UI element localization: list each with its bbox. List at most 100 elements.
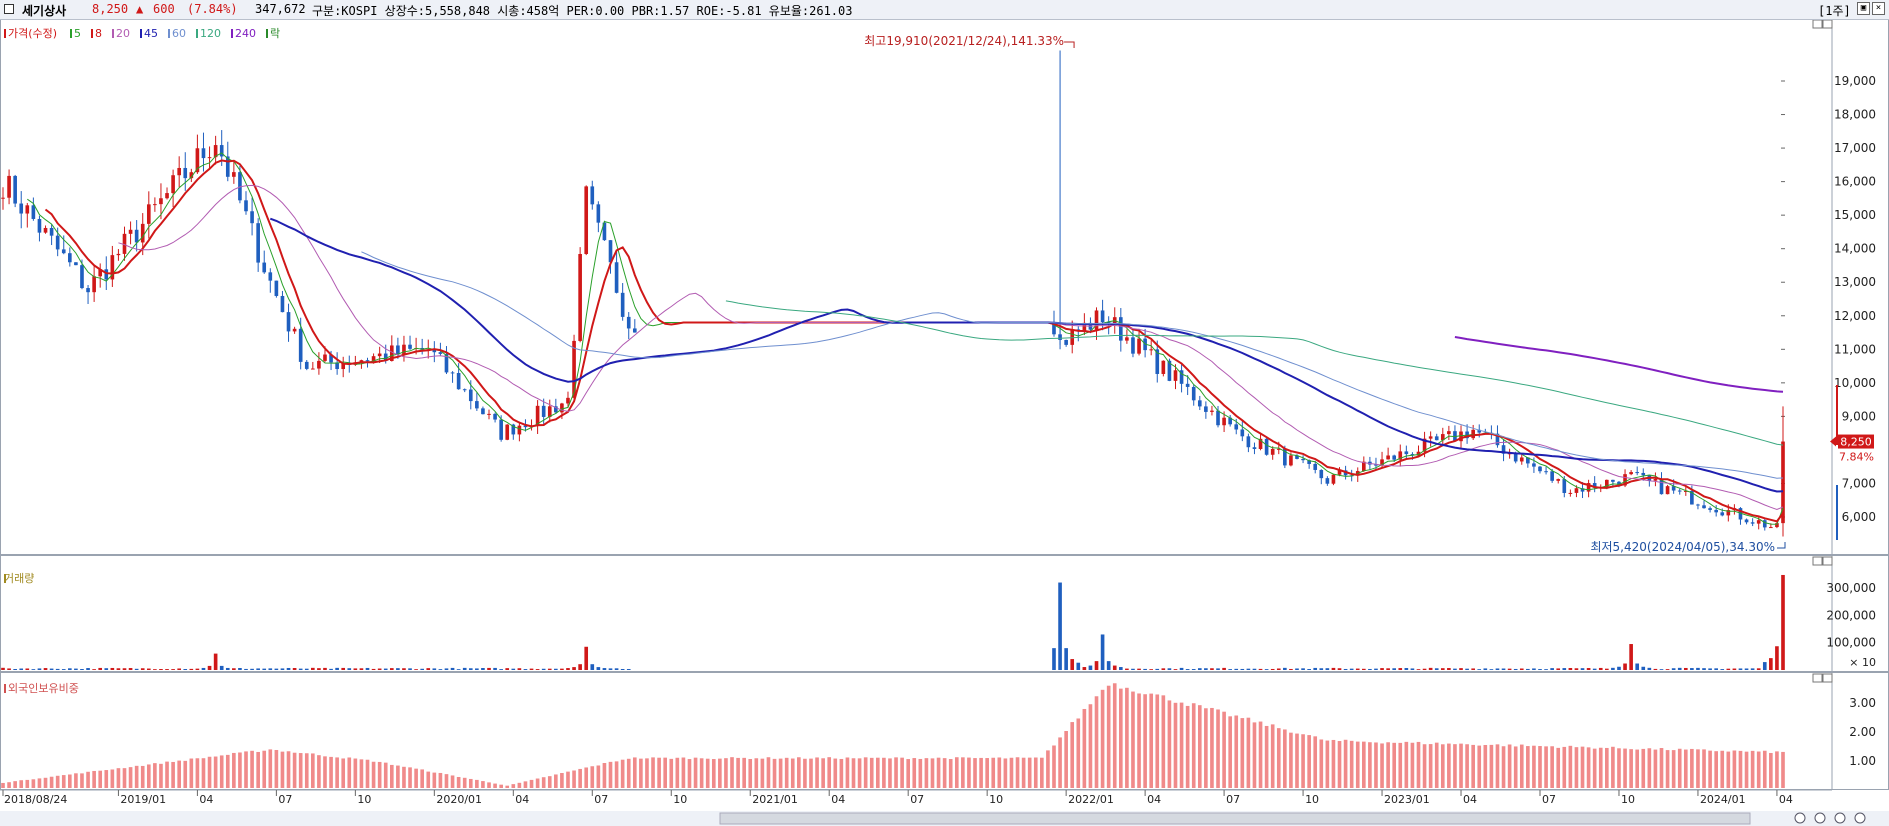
candle-body <box>323 354 327 361</box>
candle-body <box>219 145 224 157</box>
foreign-bar <box>772 758 777 788</box>
volume-bar <box>110 667 115 670</box>
volume-bar <box>183 669 188 670</box>
candle-body <box>505 424 510 440</box>
price-tick-label-6: 13,000 <box>1834 275 1876 289</box>
candle-body <box>1617 481 1621 486</box>
candle-body <box>487 413 491 415</box>
foreign-bar <box>997 757 1002 788</box>
foreign-bar <box>760 758 765 788</box>
volume-bar <box>1416 669 1421 670</box>
period-button[interactable]: [1주] <box>1818 4 1851 18</box>
foreign-bar <box>353 758 358 788</box>
foreign-bar <box>438 772 443 788</box>
candle-body <box>183 167 188 179</box>
foreign-bar <box>1471 744 1475 788</box>
foreign-bar <box>140 765 145 788</box>
foreign-bar <box>341 758 346 788</box>
candle-body <box>560 403 564 413</box>
volume-bar <box>517 668 522 670</box>
foreign-bar <box>1009 757 1014 788</box>
legend-item-0: 가격(수정) <box>8 27 57 40</box>
candle-body <box>74 262 78 266</box>
foreign-bar <box>596 765 601 788</box>
volume-bar <box>1392 668 1397 670</box>
candle-body <box>1629 472 1633 475</box>
foreign-bar <box>359 759 364 788</box>
foreign-bar <box>797 757 801 788</box>
volume-value: 347,672 <box>255 2 306 16</box>
volume-bar <box>1471 668 1475 670</box>
foreign-bar <box>1690 748 1694 788</box>
x-tick-label-6: 04 <box>515 793 529 806</box>
foreign-bar <box>1775 751 1779 788</box>
candle-body <box>1653 479 1658 481</box>
foreign-bar <box>481 781 485 788</box>
foreign-bar <box>1386 742 1390 788</box>
change-arrow-icon: ▲ <box>136 2 144 16</box>
price-tick-label-11: 7,000 <box>1842 476 1876 490</box>
candle-body <box>256 223 260 263</box>
volume-bar <box>1283 667 1287 670</box>
foreign-bar <box>389 764 394 788</box>
candle-body <box>238 172 242 201</box>
foreign-bar <box>1714 751 1718 788</box>
foreign-bar <box>626 758 631 788</box>
foreign-bar <box>383 762 388 788</box>
foreign-bar <box>1258 721 1263 788</box>
volume-bar <box>1362 668 1366 670</box>
foreign-bar <box>790 758 795 788</box>
volume-bar <box>608 668 613 670</box>
candle-body <box>1216 410 1220 426</box>
ma-240-line <box>1454 336 1784 393</box>
candle-body <box>304 361 309 369</box>
foreign-bar <box>718 758 722 788</box>
foreign-bar <box>1173 702 1178 788</box>
foreign-bar <box>146 764 151 788</box>
volume-bar <box>383 668 388 670</box>
select-checkbox[interactable] <box>4 4 14 14</box>
volume-bar <box>195 668 200 670</box>
foreign-bar <box>681 757 686 788</box>
foreign-bar <box>1647 748 1652 788</box>
foreign-bar <box>1453 744 1457 788</box>
volume-bar <box>1447 668 1451 670</box>
candle-body <box>517 425 522 435</box>
restore-icon[interactable]: ▣ <box>1857 2 1870 15</box>
high-annotation-arrow <box>1064 41 1075 48</box>
volume-bar <box>414 669 418 670</box>
foreign-bar <box>1161 695 1166 788</box>
volume-bar <box>219 665 224 670</box>
close-icon[interactable]: × <box>1872 2 1885 15</box>
volume-bar <box>377 668 382 670</box>
candle-body <box>547 406 552 417</box>
candle-body <box>7 175 11 198</box>
foreign-bar <box>1447 743 1451 788</box>
volume-bar <box>341 667 346 670</box>
x-tick-label-11: 07 <box>910 793 924 806</box>
x-tick-label-7: 07 <box>594 793 608 806</box>
candle-body <box>481 408 485 415</box>
foreign-bar <box>128 767 133 788</box>
candle-body <box>1070 329 1075 345</box>
foreign-bar <box>1744 751 1749 788</box>
foreign-bar <box>742 757 746 788</box>
foreign-bar <box>1410 742 1415 788</box>
candle-body <box>462 389 467 391</box>
candle-body <box>1623 474 1627 486</box>
candle-body <box>268 272 273 281</box>
foreign-bar <box>1 782 5 788</box>
candle-body <box>1118 317 1123 341</box>
volume-bar <box>1228 669 1232 670</box>
foreign-bar <box>554 774 558 788</box>
volume-bar <box>298 668 303 670</box>
foreign-bar <box>566 771 570 788</box>
volume-bar <box>1216 668 1220 670</box>
foreign-bar <box>1289 732 1293 788</box>
foreign-bar <box>1155 694 1160 788</box>
candle-body <box>61 249 66 254</box>
foreign-bar <box>1234 715 1239 788</box>
volume-bar <box>1738 668 1743 670</box>
volume-bar <box>1331 667 1336 670</box>
